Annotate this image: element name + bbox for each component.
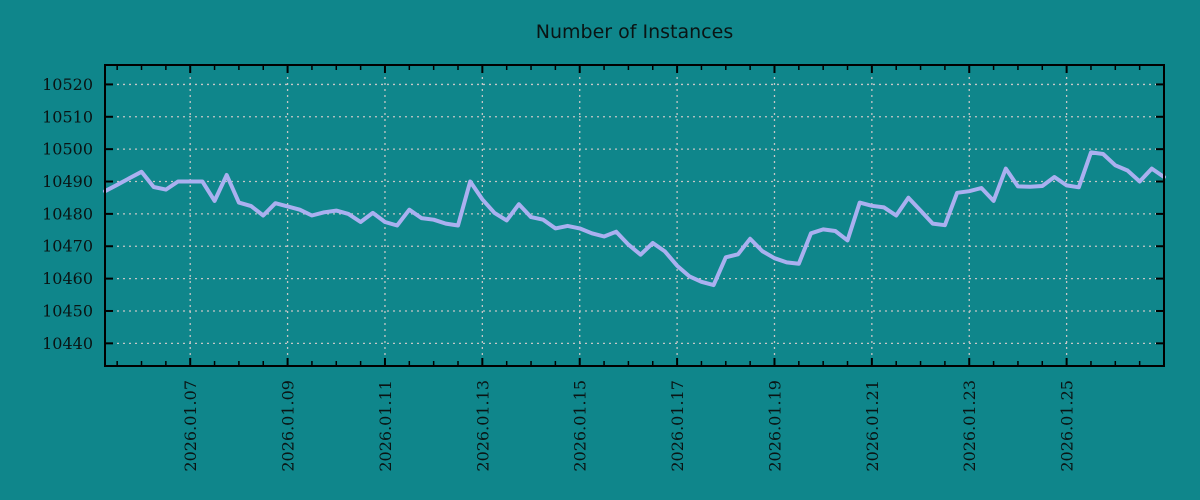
x-tick-label: 2026.01.11 [376,380,395,472]
x-tick-label: 2026.01.25 [1058,380,1077,472]
series-layer [103,150,1166,288]
y-tick-label: 10450 [42,301,93,320]
x-tick-label: 2026.01.23 [960,380,979,472]
x-tick-label: 2026.01.07 [181,380,200,472]
x-tick-label: 2026.01.13 [473,380,492,472]
y-tick-label: 10480 [42,204,93,223]
x-tick-label: 2026.01.09 [279,380,298,472]
y-tick-label: 10490 [42,172,93,191]
x-tick-label: 2026.01.15 [571,380,590,472]
chart-title: Number of Instances [536,21,733,43]
plot-frame [104,64,1165,367]
y-tick-label: 10500 [42,140,93,159]
grid-layer [105,65,1164,366]
frame-layer [104,64,1165,367]
label-layer: 10440 10450 10460 10470 10480 10490 10500 10510… [42,75,1077,472]
y-tick-label: 10520 [42,75,93,94]
data-series-line [103,150,1166,288]
y-tick-label: 10470 [42,237,93,256]
x-tick-label: 2026.01.17 [668,380,687,472]
y-tick-label: 10460 [42,269,93,288]
x-tick-label: 2026.01.19 [765,380,784,472]
y-tick-label: 10510 [42,107,93,126]
y-tick-label: 10440 [42,334,93,353]
x-tick-label: 2026.01.21 [863,380,882,472]
